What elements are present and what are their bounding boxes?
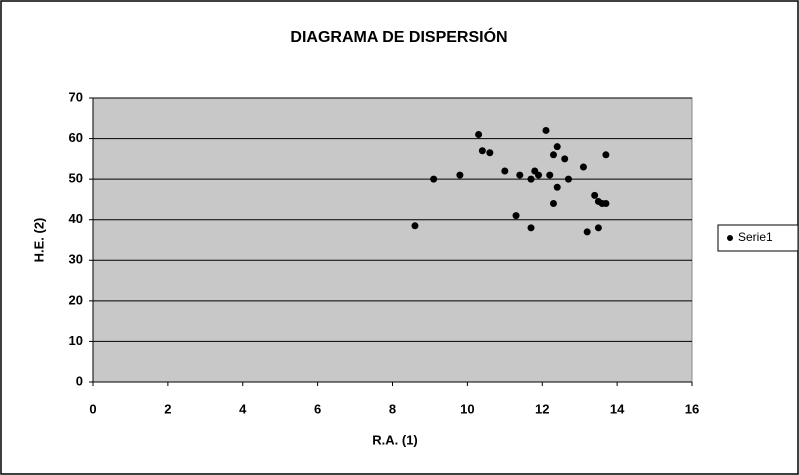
point — [516, 171, 524, 179]
point — [430, 175, 438, 183]
point — [512, 212, 520, 220]
point — [602, 151, 610, 159]
x-tick-label: 10 — [460, 401, 474, 416]
point — [549, 151, 557, 159]
point — [478, 147, 486, 155]
y-tick-label: 40 — [69, 211, 83, 226]
point — [553, 143, 561, 151]
x-tick-label: 16 — [685, 401, 699, 416]
point — [475, 131, 483, 139]
point — [561, 155, 569, 163]
legend-marker — [727, 235, 733, 241]
plot-area — [92, 97, 693, 383]
y-tick-label: 30 — [69, 252, 83, 267]
point — [546, 171, 554, 179]
x-tick-label: 4 — [239, 401, 247, 416]
y-axis-label: H.E. (2) — [31, 218, 46, 263]
y-tick-label: 10 — [69, 333, 83, 348]
chart-title: DIAGRAMA DE DISPERSIÓN — [290, 27, 507, 46]
point — [486, 149, 494, 157]
point — [579, 163, 587, 171]
point — [583, 228, 591, 236]
point — [535, 171, 543, 179]
x-axis-label: R.A. (1) — [372, 432, 418, 447]
point — [549, 199, 557, 207]
x-tick-label: 14 — [610, 401, 625, 416]
y-tick-label: 70 — [69, 89, 83, 104]
x-tick-label: 6 — [314, 401, 321, 416]
legend-label: Serie1 — [738, 230, 773, 244]
point — [527, 175, 535, 183]
point — [594, 224, 602, 232]
point — [527, 224, 535, 232]
point — [602, 199, 610, 207]
point — [501, 167, 509, 175]
x-tick-label: 8 — [389, 401, 396, 416]
point — [411, 222, 419, 230]
point — [564, 175, 572, 183]
x-tick-label: 0 — [89, 401, 96, 416]
y-tick-label: 60 — [69, 130, 83, 145]
point — [553, 183, 561, 191]
y-tick-label: 50 — [69, 171, 83, 186]
point — [542, 126, 550, 134]
point — [456, 171, 464, 179]
x-tick-label: 2 — [164, 401, 171, 416]
y-tick-label: 0 — [76, 373, 83, 388]
y-tick-label: 20 — [69, 292, 83, 307]
x-tick-label: 12 — [535, 401, 549, 416]
point — [591, 191, 599, 199]
